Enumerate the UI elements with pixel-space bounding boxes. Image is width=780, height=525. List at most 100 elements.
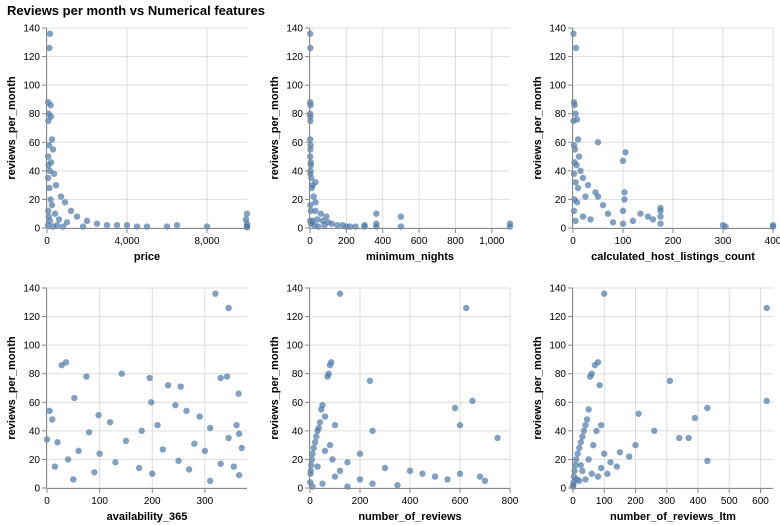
data-point [590, 441, 597, 449]
data-point [594, 139, 602, 146]
data-point [622, 149, 629, 156]
x-tick-label: 300 [658, 496, 675, 507]
data-point [235, 471, 243, 479]
data-point [51, 463, 59, 470]
x-tick-label: 1,000 [479, 236, 504, 247]
y-tick-label: 60 [555, 138, 567, 149]
data-point [135, 464, 143, 472]
data-point [582, 476, 589, 483]
data-point [597, 464, 605, 472]
data-point [331, 421, 339, 429]
y-axis-title: reviews_per_month [6, 336, 18, 440]
y-tick-label: 140 [23, 24, 40, 35]
x-tick-label: 8,000 [194, 236, 219, 247]
data-point [577, 439, 585, 446]
data-point [312, 199, 319, 206]
y-tick-label: 100 [23, 81, 40, 92]
data-point [594, 193, 602, 200]
data-point [201, 447, 209, 455]
data-point [183, 407, 190, 415]
y-tick-label: 0 [560, 484, 566, 495]
data-point [154, 421, 161, 429]
x-tick-label: 500 [721, 496, 738, 507]
x-tick-label: 600 [752, 496, 769, 507]
data-point [310, 193, 317, 200]
data-point [317, 210, 325, 217]
data-point [177, 383, 184, 390]
y-tick-label: 80 [292, 109, 304, 120]
data-point [225, 434, 232, 442]
data-point [62, 359, 70, 366]
data-point [212, 290, 219, 297]
data-point [336, 467, 344, 475]
data-point [570, 30, 577, 37]
x-tick-label: 400 [765, 236, 780, 247]
data-point [67, 207, 75, 215]
data-point [373, 210, 380, 217]
x-tick-label: 0 [44, 236, 50, 247]
data-point [206, 424, 214, 432]
data-point [444, 476, 451, 483]
data-point [324, 373, 331, 380]
data-point [48, 136, 56, 143]
data-point [113, 221, 121, 229]
y-tick-label: 140 [549, 24, 566, 35]
data-point [576, 444, 583, 452]
data-point [635, 410, 642, 417]
y-tick-label: 20 [292, 455, 304, 466]
data-point [45, 207, 52, 215]
y-tick-label: 0 [34, 224, 40, 235]
data-point [225, 304, 232, 312]
y-tick-label: 100 [286, 341, 303, 352]
data-point [369, 427, 376, 435]
x-tick-label: 200 [144, 496, 161, 507]
data-point [61, 199, 69, 206]
data-point [55, 216, 63, 223]
x-axis-title: number_of_reviews_ltm [610, 511, 736, 523]
data-point [344, 459, 351, 466]
data-point [148, 399, 155, 406]
data-point [571, 146, 579, 153]
data-point [649, 216, 657, 223]
data-point [691, 414, 699, 422]
data-point [579, 467, 586, 475]
y-tick-label: 140 [549, 284, 566, 295]
data-point [366, 377, 374, 385]
data-point [406, 467, 414, 475]
y-tick-label: 20 [555, 195, 567, 206]
y-tick-label: 0 [560, 224, 566, 235]
x-axis-title: calculated_host_listings_count [591, 251, 755, 263]
y-tick-label: 80 [29, 109, 41, 120]
data-point [93, 220, 101, 227]
data-point [312, 179, 319, 186]
data-point [582, 421, 589, 429]
data-point [573, 161, 580, 169]
data-point [138, 427, 145, 435]
data-point [574, 136, 582, 143]
data-point [570, 170, 578, 177]
data-point [369, 480, 376, 487]
data-point [306, 30, 314, 37]
x-tick-label: 800 [447, 236, 464, 247]
y-tick-label: 40 [29, 426, 41, 437]
data-point [607, 459, 614, 466]
y-axis-title: reviews_per_month [532, 76, 544, 180]
data-point [397, 213, 405, 220]
data-point [51, 210, 59, 217]
data-point [243, 224, 251, 231]
data-point [185, 466, 193, 473]
y-tick-label: 40 [292, 426, 304, 437]
data-point [175, 457, 182, 465]
data-point [85, 429, 93, 436]
y-tick-label: 120 [23, 312, 40, 323]
y-tick-label: 100 [286, 81, 303, 92]
data-point [456, 470, 464, 477]
data-point [604, 210, 612, 217]
data-point [582, 193, 589, 200]
data-point [173, 221, 181, 229]
data-point [586, 373, 594, 380]
data-point [609, 219, 617, 226]
y-tick-label: 100 [23, 341, 40, 352]
